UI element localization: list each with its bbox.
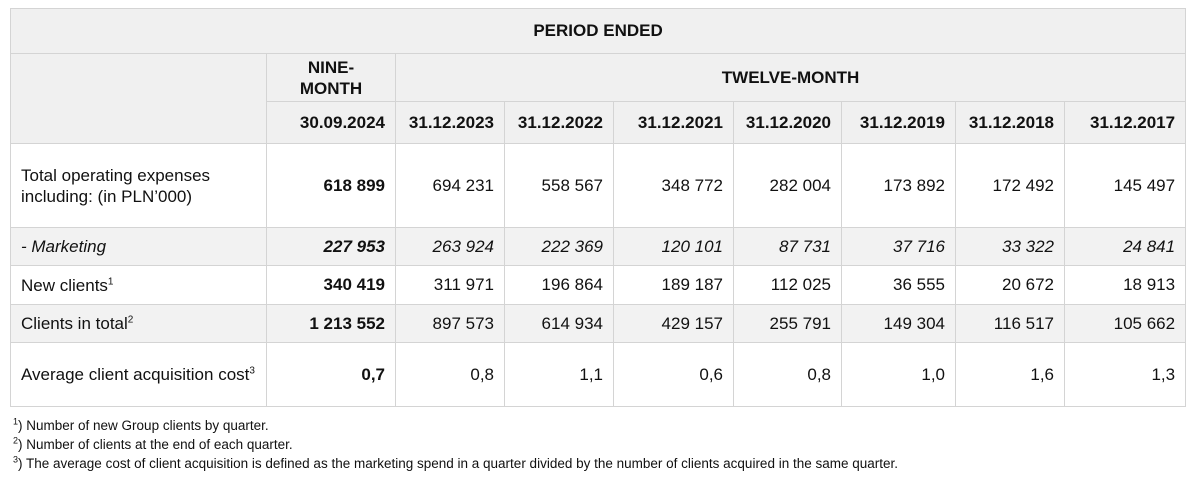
footnote-text: ) Number of clients at the end of each q… [18, 437, 293, 452]
table-cell: 87 731 [733, 227, 842, 266]
row-label-total-operating-expenses: Total operating expenses including: (in … [10, 143, 267, 228]
table-cell: 172 492 [955, 143, 1065, 228]
date-header: 31.12.2021 [613, 101, 734, 144]
table-cell: 558 567 [504, 143, 614, 228]
table-cell: 694 231 [395, 143, 505, 228]
table-cell: 1,3 [1063, 342, 1187, 407]
date-header: 30.09.2024 [266, 101, 396, 144]
row-label-average-acquisition-cost: Average client acquisition cost3 [10, 342, 267, 407]
table-row: Average client acquisition cost3 0,7 0,8… [10, 342, 1187, 407]
table-cell: 614 934 [504, 304, 614, 343]
footnote-text: ) The average cost of client acquisition… [18, 456, 899, 471]
label-text: Clients in total [21, 314, 128, 333]
table-cell: 0,8 [733, 342, 842, 407]
table-cell: 0,8 [395, 342, 505, 407]
table-cell: 105 662 [1063, 304, 1187, 343]
footnote-marker: 3 [249, 365, 255, 377]
footnote-marker: 1 [13, 416, 19, 427]
date-header: 31.12.2017 [1063, 101, 1187, 144]
table-cell: 227 953 [266, 227, 396, 266]
footnote-text: ) Number of new Group clients by quarter… [18, 418, 269, 433]
footnotes: 1) Number of new Group clients by quarte… [13, 416, 898, 473]
twelve-month-header: TWELVE-MONTH [394, 53, 1187, 102]
table-cell: 255 791 [733, 304, 842, 343]
table-cell: 24 841 [1063, 227, 1187, 266]
table-cell: 120 101 [613, 227, 734, 266]
table-cell: 0,7 [266, 342, 396, 407]
footnote-marker: 3 [13, 454, 19, 465]
table-cell: 340 419 [266, 265, 396, 305]
footnote-marker: 2 [127, 314, 134, 326]
date-header: 31.12.2018 [955, 101, 1065, 144]
table-cell: 1,1 [504, 342, 614, 407]
table-cell: 116 517 [955, 304, 1065, 343]
period-ended-header: PERIOD ENDED [9, 8, 1187, 54]
row-label-marketing: - Marketing [10, 227, 267, 266]
table-row: New clients1 340 419 311 971 196 864 189… [10, 265, 1187, 305]
table-cell: 282 004 [733, 143, 842, 228]
table-row: - Marketing 227 953 263 924 222 369 120 … [10, 227, 1187, 266]
label-text: New clients [21, 275, 108, 295]
date-header: 31.12.2020 [733, 101, 842, 144]
table-cell: 1,0 [841, 342, 956, 407]
table-cell: 618 899 [266, 143, 396, 228]
table-cell: 20 672 [955, 265, 1065, 305]
table-cell: 429 157 [613, 304, 734, 343]
footnote-2: 2) Number of clients at the end of each … [13, 435, 898, 454]
table-cell: 196 864 [504, 265, 614, 305]
table-cell: 1 213 552 [266, 304, 396, 343]
table-cell: 0,6 [613, 342, 734, 407]
table-cell: 173 892 [841, 143, 956, 228]
table-row: Total operating expenses including: (in … [10, 143, 1187, 228]
table-cell: 18 913 [1063, 265, 1187, 305]
table-cell: 311 971 [395, 265, 505, 305]
date-header: 31.12.2023 [395, 101, 505, 144]
nine-month-header: NINE-MONTH [266, 53, 396, 102]
label-text: Average client acquisition cost [21, 365, 250, 384]
table-cell: 149 304 [841, 304, 956, 343]
footnote-3: 3) The average cost of client acquisitio… [13, 454, 898, 473]
table-cell: 145 497 [1063, 143, 1187, 228]
header-empty-cell [10, 53, 267, 144]
table-cell: 348 772 [613, 143, 734, 228]
table-cell: 112 025 [733, 265, 842, 305]
date-header: 31.12.2019 [841, 101, 956, 144]
table-cell: 1,6 [955, 342, 1065, 407]
footnote-marker: 1 [107, 275, 114, 287]
financial-table: PERIOD ENDED NINE-MONTH TWELVE-MONTH 30.… [9, 8, 1187, 407]
table-cell: 189 187 [613, 265, 734, 305]
table-row: Clients in total2 1 213 552 897 573 614 … [10, 304, 1187, 343]
row-label-new-clients: New clients1 [10, 265, 267, 305]
table-cell: 263 924 [395, 227, 505, 266]
table-cell: 222 369 [504, 227, 614, 266]
table-cell: 33 322 [955, 227, 1065, 266]
table-cell: 36 555 [841, 265, 956, 305]
footnote-1: 1) Number of new Group clients by quarte… [13, 416, 898, 435]
table-cell: 37 716 [841, 227, 956, 266]
footnote-marker: 2 [13, 435, 19, 446]
table-cell: 897 573 [395, 304, 505, 343]
row-label-clients-in-total: Clients in total2 [10, 304, 267, 343]
date-header: 31.12.2022 [504, 101, 614, 144]
